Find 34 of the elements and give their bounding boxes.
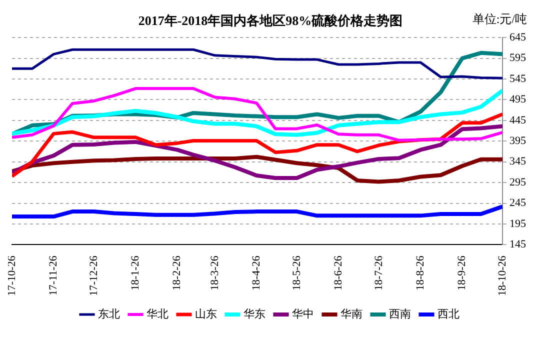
x-tick-label: 18-8-26 [414, 255, 426, 290]
y-tick-label: 295 [510, 176, 526, 188]
x-tick-label: 17-12-26 [88, 255, 100, 296]
text: 单位:元/吨 [472, 12, 527, 26]
y-tick-label: 345 [510, 156, 526, 168]
legend-label: 东北 [98, 307, 120, 320]
y-tick-label: 195 [510, 218, 526, 230]
x-tick-label: 18-6-26 [332, 255, 344, 290]
y-tick-label: 545 [510, 72, 526, 85]
legend-label: 华北 [146, 307, 168, 320]
x-tick-label: 18-4-26 [250, 255, 262, 290]
x-tick-label: 17-10-26 [6, 255, 18, 296]
legend-label: 山东 [195, 307, 217, 320]
x-tick-label: 18-10-26 [496, 255, 508, 296]
y-tick-label: 145 [510, 238, 526, 251]
y-tick-label: 645 [510, 31, 526, 44]
legend-label: 西北 [438, 307, 460, 320]
y-tick-label: 595 [510, 52, 526, 64]
x-tick-label: 18-5-26 [290, 255, 303, 290]
legend-label: 华南 [340, 307, 362, 320]
y-tick-label: 395 [510, 135, 526, 148]
x-tick-label: 18-9-26 [456, 255, 468, 290]
x-tick-label: 18-3-26 [208, 255, 221, 290]
x-tick-label: 18-7-26 [372, 255, 385, 290]
legend-label: 华中 [292, 307, 314, 320]
chart-title: 2017年-2018年国内各地区98%硫酸价格走势图 [138, 13, 403, 28]
legend-label: 西南 [389, 307, 411, 320]
x-tick-label: 18-1-26 [130, 255, 142, 290]
y-tick-label: 445 [510, 114, 526, 126]
legend-label: 华东 [244, 307, 266, 320]
x-tick-label: 18-2-26 [171, 255, 184, 290]
y-tick-label: 495 [510, 94, 526, 106]
y-tick-label: 245 [510, 197, 526, 210]
x-tick-label: 17-11-26 [48, 255, 60, 296]
